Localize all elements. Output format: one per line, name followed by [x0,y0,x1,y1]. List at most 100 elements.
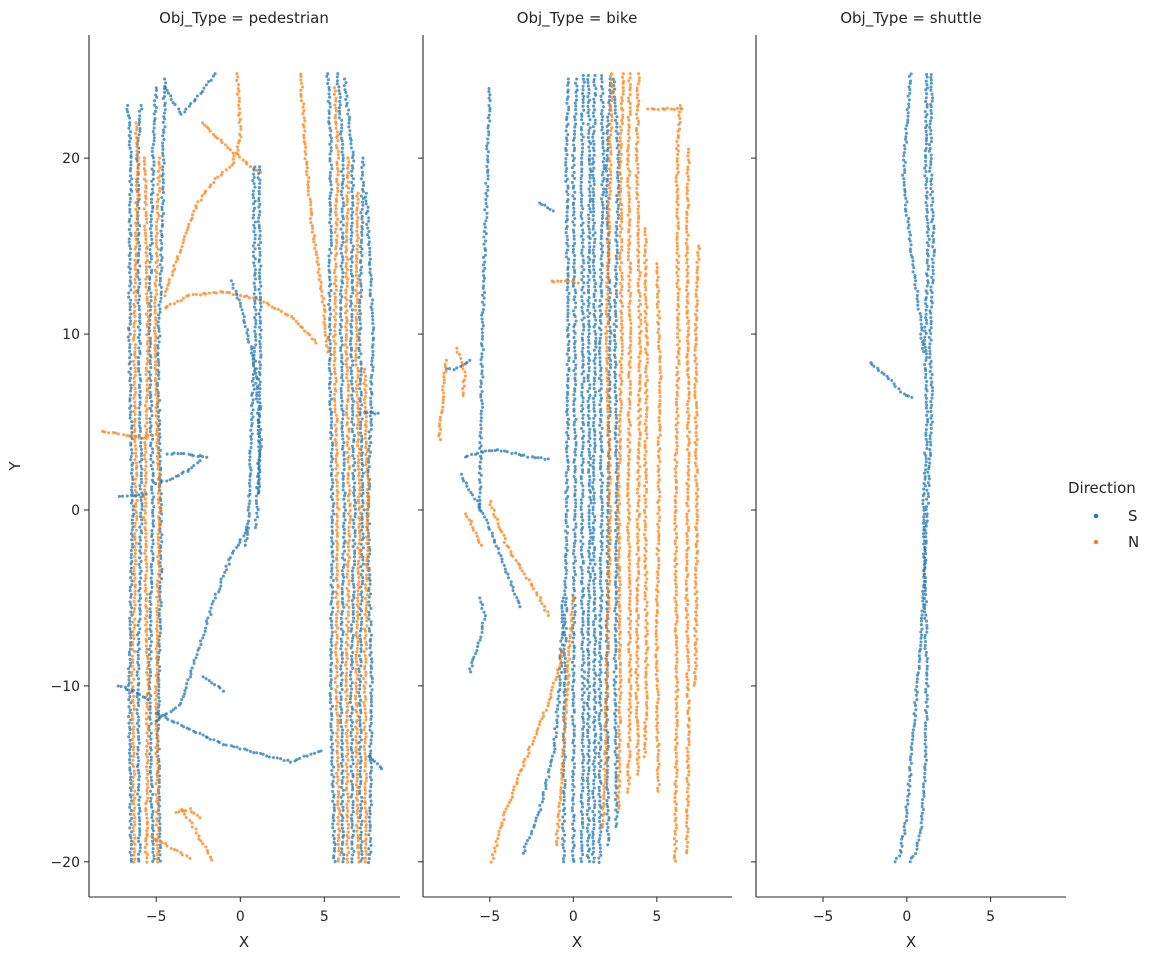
scatter-point [581,772,585,776]
scatter-point [363,405,367,409]
scatter-point [352,849,356,853]
scatter-point [349,369,354,373]
scatter-point [155,761,159,766]
scatter-point [368,592,373,596]
scatter-point [334,630,338,634]
scatter-point [346,541,350,545]
scatter-point [340,339,344,343]
scatter-point [158,580,162,584]
scatter-point [369,700,373,704]
scatter-point [146,727,150,731]
scatter-point [579,565,583,569]
scatter-point [580,112,584,116]
scatter-point [350,278,354,282]
scatter-point [131,660,135,664]
scatter-point [131,741,135,745]
scatter-point [565,396,569,400]
scatter-point [129,771,133,776]
scatter-point [296,322,300,326]
scatter-point [132,302,136,306]
scatter-point [572,561,576,565]
scatter-point [363,751,367,756]
scatter-point [355,233,359,237]
scatter-point [575,88,579,92]
scatter-point [364,823,368,827]
scatter-point [131,748,135,752]
scatter-point [329,289,333,293]
scatter-point [360,474,364,478]
scatter-point [192,661,196,665]
scatter-point [350,627,354,631]
scatter-point [129,843,133,847]
scatter-point [341,201,345,205]
scatter-point [574,434,578,438]
scatter-point [335,79,339,83]
scatter-point [172,848,177,852]
scatter-point [357,852,361,856]
scatter-point [372,336,376,340]
scatter-point [365,624,369,628]
scatter-point [238,540,242,544]
scatter-point [363,686,367,691]
scatter-point [563,833,567,837]
scatter-point [140,518,144,522]
scatter-point [133,370,137,374]
scatter-point [136,788,141,792]
scatter-point [156,789,160,793]
scatter-point [336,775,340,779]
scatter-point [137,542,142,546]
scatter-point [587,738,591,742]
scatter-point [149,291,153,295]
scatter-point [160,841,164,845]
scatter-point [148,711,152,715]
scatter-point [153,363,158,367]
scatter-point [196,200,200,204]
scatter-point [334,443,338,447]
scatter-point [581,447,585,451]
scatter-point [329,471,334,475]
scatter-point [249,445,253,450]
scatter-point [349,227,353,231]
scatter-point [355,650,359,654]
scatter-point [160,256,164,260]
scatter-point [318,274,322,278]
scatter-point [580,555,584,559]
scatter-point [137,417,141,421]
scatter-point [349,264,353,268]
scatter-point [353,549,357,553]
scatter-point [155,644,159,648]
scatter-point [146,657,150,661]
scatter-point [563,670,567,674]
scatter-point [330,717,334,722]
scatter-point [328,322,332,326]
scatter-point [343,558,347,562]
scatter-point [144,542,148,546]
scatter-point [580,663,584,668]
scatter-point [579,128,584,132]
scatter-point [339,721,343,725]
scatter-point [173,706,178,710]
scatter-point [572,460,576,464]
scatter-point [338,99,342,103]
scatter-point [149,755,153,759]
scatter-point [361,532,365,536]
scatter-point [256,508,260,512]
scatter-point [160,540,164,544]
scatter-point [153,355,157,359]
scatter-point [157,829,161,833]
scatter-point [247,340,251,344]
scatter-point [133,583,137,587]
scatter-point [573,447,578,451]
scatter-point [363,846,367,850]
scatter-point [137,247,141,251]
scatter-point [155,427,159,431]
scatter-point [134,485,138,489]
scatter-point [279,309,283,313]
scatter-point [205,848,209,853]
scatter-point [341,788,345,792]
scatter-point [305,173,309,177]
scatter-point [565,153,569,157]
scatter-point [364,429,368,433]
scatter-point [144,521,148,525]
scatter-point [140,107,144,111]
